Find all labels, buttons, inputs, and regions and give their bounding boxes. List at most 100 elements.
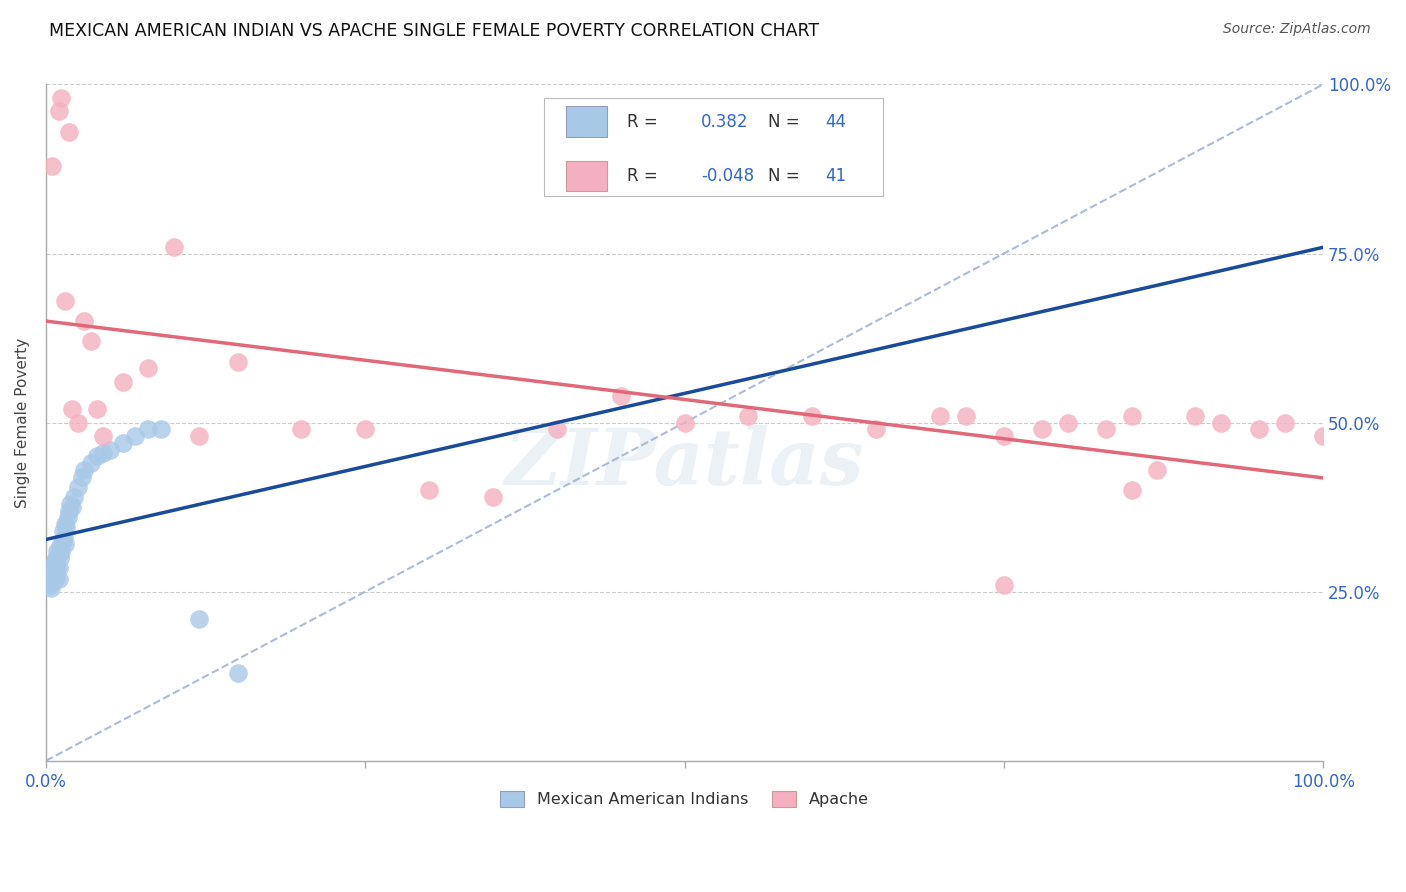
Point <box>46 544 69 558</box>
Text: -0.048: -0.048 <box>702 167 754 185</box>
Point <box>48 548 70 562</box>
Point <box>1312 429 1334 443</box>
Point <box>1121 409 1143 423</box>
Point <box>226 665 249 680</box>
Point <box>1209 416 1232 430</box>
Point <box>66 480 89 494</box>
Point <box>48 104 70 119</box>
Point <box>70 469 93 483</box>
Point <box>73 314 96 328</box>
Point <box>60 402 83 417</box>
FancyBboxPatch shape <box>565 106 606 136</box>
Point <box>49 539 72 553</box>
Point <box>136 422 159 436</box>
Text: 41: 41 <box>825 167 846 185</box>
Point <box>52 524 75 538</box>
Point <box>42 573 65 587</box>
Point <box>55 520 77 534</box>
Point <box>93 446 115 460</box>
Point <box>1184 409 1206 423</box>
Point <box>48 561 70 575</box>
Point <box>45 571 67 585</box>
FancyBboxPatch shape <box>544 98 883 196</box>
Point <box>929 409 952 423</box>
Point <box>59 497 82 511</box>
Text: ZIPatlas: ZIPatlas <box>505 425 865 501</box>
Point <box>53 516 76 531</box>
Point <box>993 578 1015 592</box>
Point <box>58 125 80 139</box>
Point <box>111 375 134 389</box>
Text: Source: ZipAtlas.com: Source: ZipAtlas.com <box>1223 22 1371 37</box>
Point <box>44 554 66 568</box>
Point <box>66 416 89 430</box>
Point <box>188 429 211 443</box>
Point <box>44 570 66 584</box>
Point <box>63 490 86 504</box>
Text: N =: N = <box>768 112 799 130</box>
Point <box>111 435 134 450</box>
Point <box>79 456 101 470</box>
Point <box>48 573 70 587</box>
Text: MEXICAN AMERICAN INDIAN VS APACHE SINGLE FEMALE POVERTY CORRELATION CHART: MEXICAN AMERICAN INDIAN VS APACHE SINGLE… <box>49 22 820 40</box>
Point <box>163 240 186 254</box>
Point <box>51 91 73 105</box>
Point <box>1249 422 1271 436</box>
Point <box>53 537 76 551</box>
Point <box>38 578 60 592</box>
Point <box>124 429 146 443</box>
Point <box>149 422 172 436</box>
Point <box>86 402 108 417</box>
Point <box>79 334 101 349</box>
Point <box>98 442 121 457</box>
Point <box>188 612 211 626</box>
Legend: Mexican American Indians, Apache: Mexican American Indians, Apache <box>494 784 876 814</box>
Text: N =: N = <box>768 167 799 185</box>
Point <box>482 490 505 504</box>
Point <box>39 582 62 596</box>
Point <box>73 463 96 477</box>
Point <box>1146 463 1168 477</box>
Point <box>52 533 75 548</box>
Point <box>418 483 440 498</box>
Point <box>865 422 887 436</box>
Point <box>58 503 80 517</box>
Point <box>136 361 159 376</box>
Point <box>41 574 63 589</box>
Point <box>41 565 63 579</box>
Point <box>41 159 63 173</box>
Point <box>226 355 249 369</box>
Text: R =: R = <box>627 112 658 130</box>
Point <box>49 550 72 565</box>
Point <box>354 422 377 436</box>
Point <box>93 429 115 443</box>
Point <box>673 416 696 430</box>
Point <box>39 567 62 582</box>
Point <box>993 429 1015 443</box>
Point <box>51 545 73 559</box>
Point <box>42 558 65 572</box>
Point <box>609 388 631 402</box>
Point <box>86 450 108 464</box>
Point <box>56 510 79 524</box>
Point <box>955 409 977 423</box>
Point <box>801 409 824 423</box>
Point <box>46 561 69 575</box>
Y-axis label: Single Female Poverty: Single Female Poverty <box>15 337 30 508</box>
Point <box>38 571 60 585</box>
Text: R =: R = <box>627 167 658 185</box>
Point <box>45 550 67 565</box>
Point <box>1031 422 1053 436</box>
Point <box>737 409 759 423</box>
FancyBboxPatch shape <box>565 161 606 191</box>
Text: 0.382: 0.382 <box>702 112 748 130</box>
Point <box>1056 416 1078 430</box>
Text: 44: 44 <box>825 112 846 130</box>
Point <box>53 293 76 308</box>
Point <box>290 422 312 436</box>
Point <box>60 500 83 515</box>
Point <box>52 531 75 545</box>
Point <box>546 422 568 436</box>
Point <box>1095 422 1118 436</box>
Point <box>1274 416 1296 430</box>
